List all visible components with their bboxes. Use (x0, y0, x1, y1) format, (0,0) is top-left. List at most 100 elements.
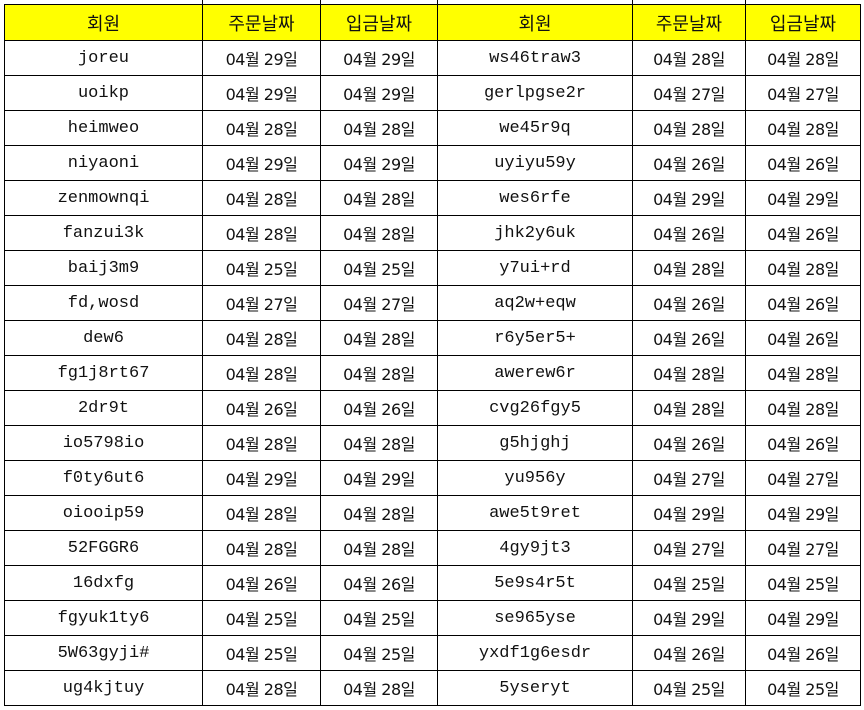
order-date-cell[interactable]: 04월 28일 (632, 40, 746, 76)
member-cell[interactable]: ug4kjtuy (4, 670, 203, 706)
order-date-cell[interactable]: 04월 29일 (202, 75, 321, 111)
payment-date-cell[interactable]: 04월 26일 (320, 390, 438, 426)
payment-date-cell[interactable]: 04월 29일 (320, 460, 438, 496)
payment-date-cell[interactable]: 04월 25일 (745, 670, 861, 706)
order-date-cell[interactable]: 04월 25일 (202, 635, 321, 671)
payment-date-cell[interactable]: 04월 28일 (320, 355, 438, 391)
member-cell[interactable]: uoikp (4, 75, 203, 111)
member-cell[interactable]: 16dxfg (4, 565, 203, 601)
order-date-cell[interactable]: 04월 25일 (632, 565, 746, 601)
order-date-cell[interactable]: 04월 25일 (202, 600, 321, 636)
order-date-cell[interactable]: 04월 28일 (202, 530, 321, 566)
payment-date-cell[interactable]: 04월 28일 (320, 425, 438, 461)
member-cell[interactable]: gerlpgse2r (437, 75, 633, 111)
order-date-cell[interactable]: 04월 26일 (632, 320, 746, 356)
member-cell[interactable]: 5W63gyji# (4, 635, 203, 671)
payment-date-cell[interactable]: 04월 29일 (745, 495, 861, 531)
member-cell[interactable]: 5yseryt (437, 670, 633, 706)
header-order-date[interactable]: 주문날짜 (202, 4, 321, 41)
member-cell[interactable]: awe5t9ret (437, 495, 633, 531)
payment-date-cell[interactable]: 04월 27일 (745, 530, 861, 566)
order-date-cell[interactable]: 04월 28일 (632, 110, 746, 146)
order-date-cell[interactable]: 04월 26일 (202, 565, 321, 601)
member-cell[interactable]: r6y5er5+ (437, 320, 633, 356)
payment-date-cell[interactable]: 04월 26일 (745, 425, 861, 461)
order-date-cell[interactable]: 04월 28일 (632, 250, 746, 286)
payment-date-cell[interactable]: 04월 28일 (745, 390, 861, 426)
payment-date-cell[interactable]: 04월 28일 (320, 180, 438, 216)
payment-date-cell[interactable]: 04월 28일 (320, 495, 438, 531)
payment-date-cell[interactable]: 04월 27일 (745, 75, 861, 111)
order-date-cell[interactable]: 04월 26일 (632, 215, 746, 251)
payment-date-cell[interactable]: 04월 26일 (320, 565, 438, 601)
order-date-cell[interactable]: 04월 25일 (632, 670, 746, 706)
member-cell[interactable]: yu956y (437, 460, 633, 496)
order-date-cell[interactable]: 04월 29일 (202, 40, 321, 76)
order-date-cell[interactable]: 04월 28일 (202, 215, 321, 251)
member-cell[interactable]: niyaoni (4, 145, 203, 181)
member-cell[interactable]: f0ty6ut6 (4, 460, 203, 496)
payment-date-cell[interactable]: 04월 26일 (745, 215, 861, 251)
payment-date-cell[interactable]: 04월 25일 (320, 600, 438, 636)
payment-date-cell[interactable]: 04월 25일 (320, 250, 438, 286)
payment-date-cell[interactable]: 04월 27일 (745, 460, 861, 496)
order-date-cell[interactable]: 04월 27일 (632, 460, 746, 496)
member-cell[interactable]: heimweo (4, 110, 203, 146)
payment-date-cell[interactable]: 04월 29일 (320, 40, 438, 76)
member-cell[interactable]: oiooip59 (4, 495, 203, 531)
order-date-cell[interactable]: 04월 28일 (632, 390, 746, 426)
payment-date-cell[interactable]: 04월 26일 (745, 635, 861, 671)
member-cell[interactable]: io5798io (4, 425, 203, 461)
order-date-cell[interactable]: 04월 28일 (202, 110, 321, 146)
payment-date-cell[interactable]: 04월 25일 (745, 565, 861, 601)
order-date-cell[interactable]: 04월 29일 (632, 180, 746, 216)
member-cell[interactable]: awerew6r (437, 355, 633, 391)
order-date-cell[interactable]: 04월 25일 (202, 250, 321, 286)
order-date-cell[interactable]: 04월 26일 (632, 425, 746, 461)
payment-date-cell[interactable]: 04월 26일 (745, 320, 861, 356)
member-cell[interactable]: zenmownqi (4, 180, 203, 216)
member-cell[interactable]: cvg26fgy5 (437, 390, 633, 426)
order-date-cell[interactable]: 04월 29일 (202, 460, 321, 496)
payment-date-cell[interactable]: 04월 26일 (745, 145, 861, 181)
member-cell[interactable]: fg1j8rt67 (4, 355, 203, 391)
order-date-cell[interactable]: 04월 27일 (202, 285, 321, 321)
member-cell[interactable]: 4gy9jt3 (437, 530, 633, 566)
payment-date-cell[interactable]: 04월 28일 (745, 110, 861, 146)
member-cell[interactable]: wes6rfe (437, 180, 633, 216)
payment-date-cell[interactable]: 04월 29일 (745, 600, 861, 636)
order-date-cell[interactable]: 04월 26일 (632, 635, 746, 671)
order-date-cell[interactable]: 04월 28일 (202, 495, 321, 531)
payment-date-cell[interactable]: 04월 29일 (745, 180, 861, 216)
payment-date-cell[interactable]: 04월 27일 (320, 285, 438, 321)
member-cell[interactable]: 2dr9t (4, 390, 203, 426)
header-order-date[interactable]: 주문날짜 (632, 4, 746, 41)
payment-date-cell[interactable]: 04월 25일 (320, 635, 438, 671)
order-date-cell[interactable]: 04월 28일 (202, 670, 321, 706)
payment-date-cell[interactable]: 04월 28일 (320, 530, 438, 566)
order-date-cell[interactable]: 04월 27일 (632, 530, 746, 566)
member-cell[interactable]: fd,wosd (4, 285, 203, 321)
payment-date-cell[interactable]: 04월 26일 (745, 285, 861, 321)
header-member[interactable]: 회원 (437, 4, 633, 41)
order-date-cell[interactable]: 04월 26일 (632, 145, 746, 181)
order-date-cell[interactable]: 04월 28일 (202, 355, 321, 391)
order-date-cell[interactable]: 04월 29일 (202, 145, 321, 181)
payment-date-cell[interactable]: 04월 29일 (320, 145, 438, 181)
member-cell[interactable]: fgyuk1ty6 (4, 600, 203, 636)
member-cell[interactable]: se965yse (437, 600, 633, 636)
payment-date-cell[interactable]: 04월 29일 (320, 75, 438, 111)
order-date-cell[interactable]: 04월 29일 (632, 495, 746, 531)
payment-date-cell[interactable]: 04월 28일 (320, 320, 438, 356)
order-date-cell[interactable]: 04월 28일 (202, 180, 321, 216)
member-cell[interactable]: aq2w+eqw (437, 285, 633, 321)
payment-date-cell[interactable]: 04월 28일 (745, 40, 861, 76)
member-cell[interactable]: y7ui+rd (437, 250, 633, 286)
payment-date-cell[interactable]: 04월 28일 (320, 215, 438, 251)
member-cell[interactable]: ws46traw3 (437, 40, 633, 76)
member-cell[interactable]: 5e9s4r5t (437, 565, 633, 601)
header-payment-date[interactable]: 입금날짜 (745, 4, 861, 41)
order-date-cell[interactable]: 04월 28일 (202, 425, 321, 461)
order-date-cell[interactable]: 04월 26일 (202, 390, 321, 426)
order-date-cell[interactable]: 04월 29일 (632, 600, 746, 636)
